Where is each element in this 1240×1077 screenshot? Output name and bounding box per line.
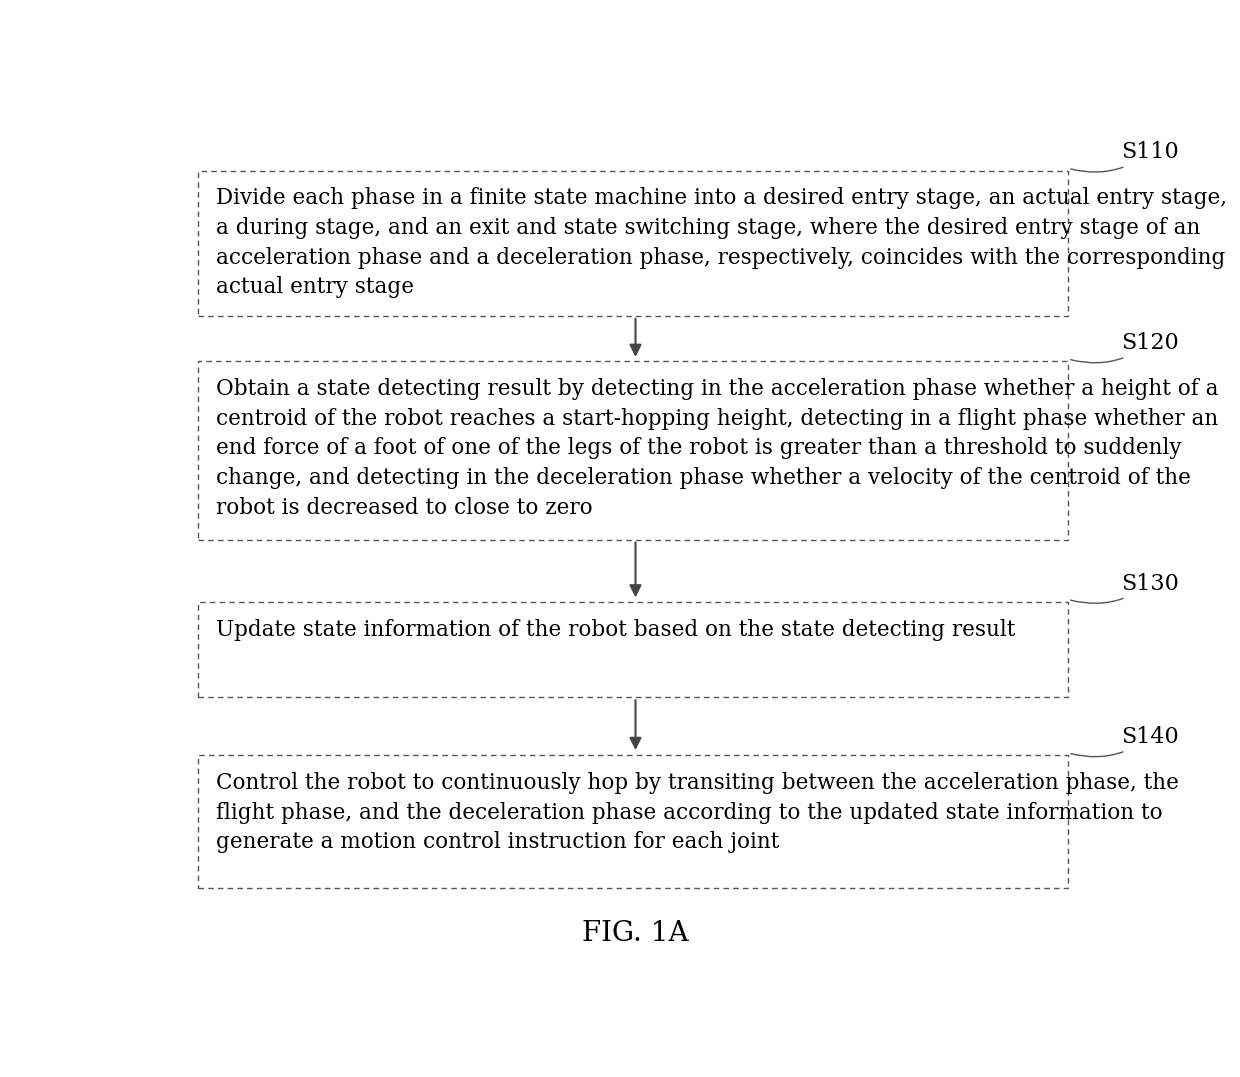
Text: Obtain a state detecting result by detecting in the acceleration phase whether a: Obtain a state detecting result by detec…: [216, 378, 1218, 519]
Text: Update state information of the robot based on the state detecting result: Update state information of the robot ba…: [216, 618, 1014, 641]
FancyBboxPatch shape: [198, 755, 1068, 889]
FancyBboxPatch shape: [198, 171, 1068, 316]
FancyBboxPatch shape: [198, 602, 1068, 697]
Text: S130: S130: [1070, 573, 1179, 603]
Text: S140: S140: [1070, 726, 1178, 757]
Text: Divide each phase in a finite state machine into a desired entry stage, an actua: Divide each phase in a finite state mach…: [216, 187, 1226, 298]
FancyBboxPatch shape: [198, 362, 1068, 540]
Text: Control the robot to continuously hop by transiting between the acceleration pha: Control the robot to continuously hop by…: [216, 772, 1178, 853]
Text: S110: S110: [1070, 141, 1178, 172]
Text: FIG. 1A: FIG. 1A: [583, 920, 688, 947]
Text: S120: S120: [1070, 332, 1178, 363]
